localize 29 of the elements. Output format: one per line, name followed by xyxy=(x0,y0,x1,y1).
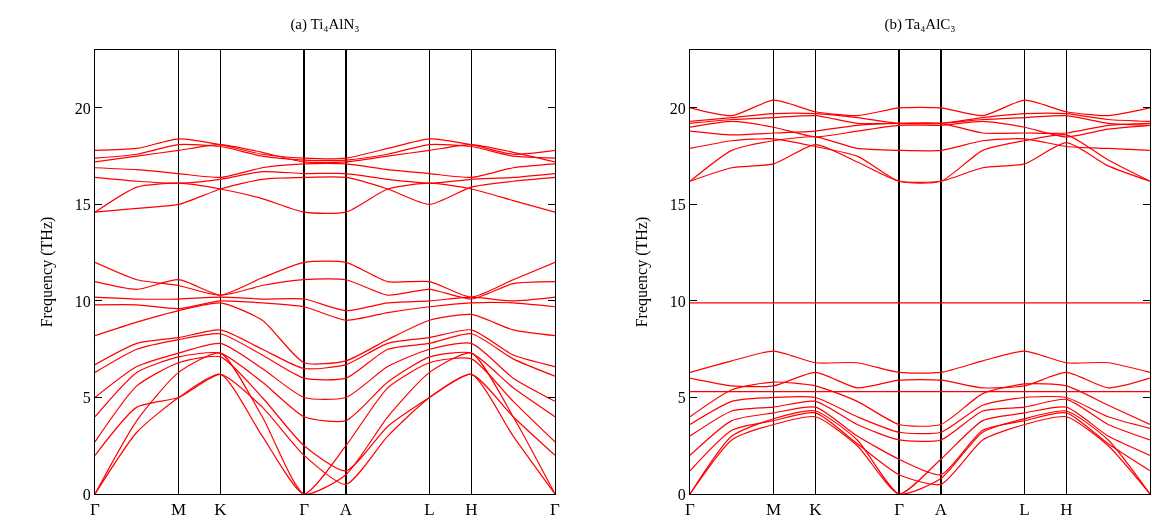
x-tick-label: A xyxy=(934,500,948,520)
y-tick-label: 10 xyxy=(74,292,91,310)
y-axis-title: Frequency (THz) xyxy=(632,216,651,328)
x-tick-label: Γ xyxy=(894,500,905,520)
chart-title: (b) Ta₄AlC₃ xyxy=(884,16,956,34)
x-tick-label: Γ xyxy=(299,500,310,520)
x-tick-label: Γ xyxy=(550,500,561,520)
x-tick-label: A xyxy=(339,500,353,520)
y-tick-label: 20 xyxy=(669,99,686,117)
x-tick-label: M xyxy=(171,500,187,520)
x-tick-label: Γ xyxy=(90,500,101,520)
y-tick-label: 5 xyxy=(677,389,686,407)
y-tick-label: 0 xyxy=(677,485,686,503)
x-tick-label: Γ xyxy=(685,500,696,520)
x-tick-label: L xyxy=(424,500,435,520)
y-axis-title: Frequency (THz) xyxy=(37,216,56,328)
x-tick-label: K xyxy=(214,500,228,520)
y-tick-label: 15 xyxy=(74,196,91,214)
y-tick-label: 0 xyxy=(82,485,91,503)
x-tick-label: H xyxy=(1060,500,1073,520)
y-tick-label: 5 xyxy=(82,389,91,407)
x-tick-label: H xyxy=(465,500,478,520)
y-tick-label: 20 xyxy=(74,99,91,117)
chart-title: (a) Ti₄AlN₃ xyxy=(290,16,360,34)
y-tick-label: 15 xyxy=(669,196,686,214)
x-tick-label: K xyxy=(809,500,823,520)
x-tick-label: M xyxy=(766,500,782,520)
x-tick-label: L xyxy=(1019,500,1030,520)
y-tick-label: 10 xyxy=(669,292,686,310)
